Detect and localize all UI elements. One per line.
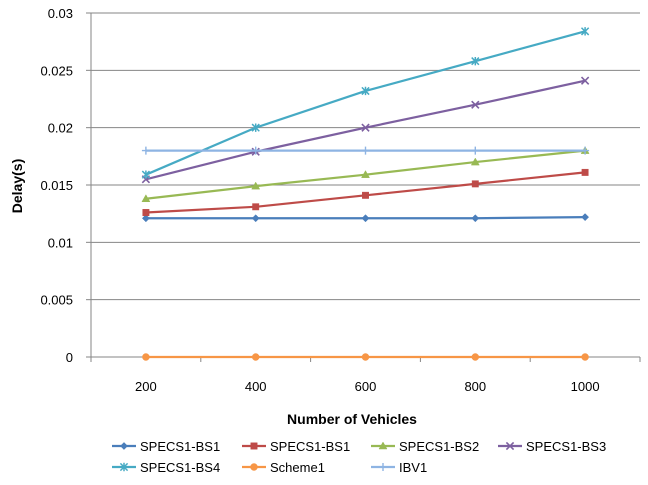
y-tick-label: 0.03 — [48, 6, 73, 21]
data-point — [581, 353, 589, 361]
legend-marker — [378, 441, 388, 450]
legend-item: SPECS1-BS4 — [112, 460, 220, 475]
data-point — [470, 157, 480, 166]
legend-marker — [120, 442, 128, 450]
data-point — [581, 168, 589, 176]
series-5 — [141, 27, 590, 179]
x-axis-title: Number of Vehicles — [287, 411, 417, 427]
data-point — [580, 27, 590, 36]
legend-item: Scheme1 — [242, 460, 325, 475]
series-7 — [141, 146, 590, 155]
data-point — [251, 146, 260, 155]
legend-marker — [119, 462, 129, 472]
legend-item: SPECS1-BS2 — [371, 439, 479, 454]
data-point — [251, 353, 260, 361]
legend-label: SPECS1-BS4 — [140, 460, 220, 475]
data-point — [581, 213, 590, 222]
data-point — [362, 191, 369, 199]
data-point — [141, 170, 151, 179]
data-point — [141, 194, 151, 203]
data-point — [361, 86, 370, 96]
x-tick-label: 200 — [135, 379, 157, 394]
data-point — [361, 170, 370, 178]
series-6 — [142, 353, 589, 361]
data-point — [471, 100, 480, 109]
data-point — [471, 56, 480, 66]
data-point — [141, 146, 150, 155]
y-tick-label: 0.02 — [48, 121, 73, 136]
tick-labels: 0 0.005 0.01 0.015 0.02 0.025 0.03 200 400 600 800… — [40, 6, 599, 394]
data-point — [251, 214, 260, 223]
legend-marker — [379, 463, 387, 471]
legend-label: SPECS1-BS1 — [140, 439, 220, 454]
legend-marker — [505, 441, 515, 451]
x-tick-label: 400 — [245, 379, 267, 394]
data-point — [251, 123, 260, 132]
gridlines — [91, 12, 640, 358]
legend-item: SPECS1-BS3 — [498, 439, 606, 454]
x-tick-label: 800 — [464, 379, 486, 394]
series-line — [145, 79, 586, 181]
data-point — [142, 209, 150, 216]
legend: SPECS1-BS1 SPECS1-BS1 SPECS1-BS2 SPECS1-BS3… — [112, 439, 606, 475]
data-point — [361, 214, 370, 223]
legend-label: SPECS1-BS3 — [526, 439, 606, 454]
data-point — [581, 146, 590, 155]
data-point — [251, 181, 261, 190]
series-2 — [142, 168, 589, 216]
legend-marker — [250, 442, 258, 450]
x-tick-label: 1000 — [571, 379, 600, 394]
y-axis-title: Delay(s) — [9, 159, 25, 213]
data-point — [361, 146, 370, 155]
y-tick-label: 0.025 — [40, 63, 73, 78]
legend-label: SPECS1-BS2 — [399, 439, 479, 454]
y-tick-label: 0.015 — [40, 178, 73, 193]
data-point — [361, 353, 370, 361]
data-point — [580, 76, 590, 85]
legend-item: IBV1 — [371, 460, 427, 475]
legend-item: SPECS1-BS1 — [242, 439, 350, 454]
data-point — [471, 353, 480, 361]
legend-marker — [250, 463, 258, 471]
axes — [86, 12, 641, 362]
data-point — [471, 146, 480, 155]
data-point — [141, 214, 150, 223]
y-tick-label: 0.01 — [48, 235, 73, 250]
legend-label: SPECS1-BS1 — [270, 439, 350, 454]
legend-item: SPECS1-BS1 — [112, 439, 220, 454]
series-group — [141, 27, 590, 361]
y-tick-label: 0 — [66, 350, 73, 365]
legend-label: Scheme1 — [270, 460, 325, 475]
legend-label: IBV1 — [399, 460, 427, 475]
series-1 — [141, 213, 590, 223]
data-point — [361, 123, 370, 132]
y-tick-label: 0.005 — [40, 293, 73, 308]
x-tick-label: 600 — [355, 379, 377, 394]
data-point — [471, 214, 480, 223]
series-3 — [141, 146, 590, 203]
data-point — [471, 180, 479, 188]
data-point — [252, 203, 260, 211]
data-point — [142, 353, 150, 361]
